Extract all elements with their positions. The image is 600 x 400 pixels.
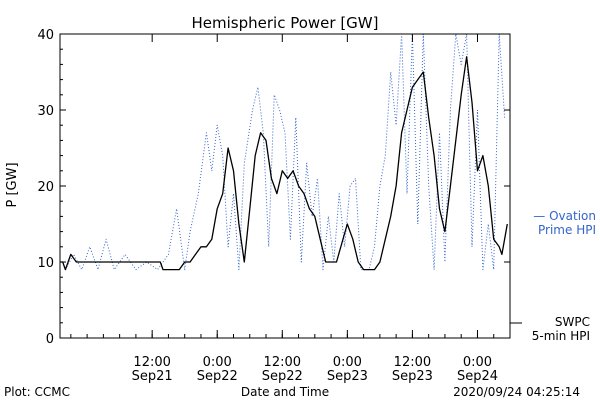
y-tick-label: 10 <box>37 256 54 271</box>
x-tick-label-date: Sep23 <box>327 369 368 384</box>
y-tick-label: 0 <box>46 332 54 347</box>
x-tick-label-date: Sep22 <box>197 369 238 384</box>
legend-swpc-line1: SWPC <box>555 315 590 329</box>
series-line-swpc-5min-hpi <box>60 56 508 271</box>
plot-frame <box>59 33 511 339</box>
y-tick-label: 40 <box>37 28 54 43</box>
y-axis-label: P [GW] <box>5 162 20 207</box>
plot-timestamp: 2020/09/24 04:25:14 <box>453 385 580 399</box>
legend-ovation-line2: Prime HPI <box>538 223 596 237</box>
legend-ovation: — Ovation Prime HPI <box>533 209 596 237</box>
legend-ovation-line1: — Ovation <box>533 209 596 223</box>
y-tick-label: 30 <box>37 104 54 119</box>
x-axis-label: Date and Time <box>241 385 329 399</box>
x-tick-label-date: Sep24 <box>457 369 498 384</box>
x-tick-label-time: 12:00 <box>264 355 301 370</box>
x-tick-label-time: 0:00 <box>203 355 232 370</box>
x-tick-label-time: 12:00 <box>133 355 170 370</box>
x-tick-label-time: 0:00 <box>463 355 492 370</box>
y-axis-ticks: 0 10 20 30 40 <box>37 28 510 347</box>
series-line-ovation-prime-hpi <box>64 33 506 271</box>
y-tick-label: 20 <box>37 180 54 195</box>
x-tick-label-time: 0:00 <box>333 355 362 370</box>
x-tick-label-date: Sep21 <box>132 369 173 384</box>
legend-swpc-line2: 5-min HPI <box>532 329 590 343</box>
x-axis-ticks: 12:00Sep210:00Sep2212:00Sep220:00Sep2312… <box>70 34 511 384</box>
plot-credit: Plot: CCMC <box>4 385 70 399</box>
legend-swpc: SWPC 5-min HPI <box>510 315 590 343</box>
x-tick-label-date: Sep23 <box>392 369 433 384</box>
x-tick-label-time: 12:00 <box>394 355 431 370</box>
x-tick-label-date: Sep22 <box>262 369 303 384</box>
series-layer <box>60 33 508 271</box>
chart-title: Hemispheric Power [GW] <box>192 14 379 32</box>
